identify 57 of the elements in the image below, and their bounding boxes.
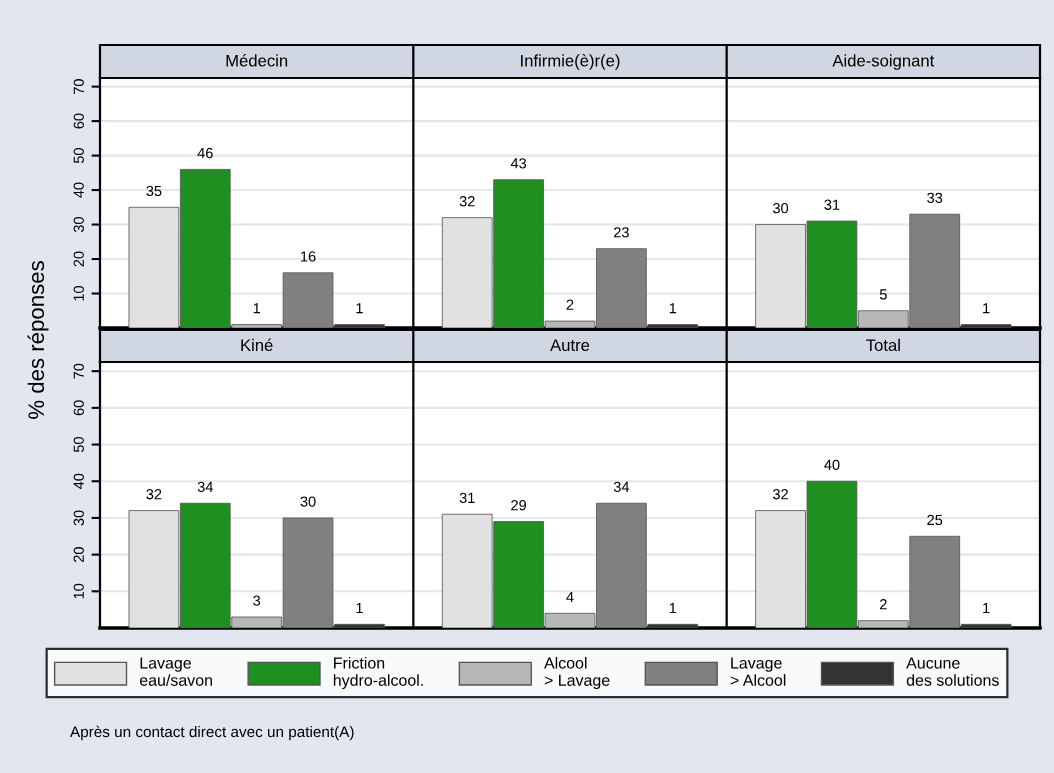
y-tick-label: 70 — [73, 79, 84, 94]
x-tick-label: Médecin — [226, 54, 288, 67]
data-label: 3 — [253, 595, 261, 606]
y-tick-label: 30 — [73, 510, 84, 526]
y-tick-label: 60 — [73, 400, 84, 416]
data-label: 30 — [773, 203, 789, 214]
legend-label: Alcool > Lavage — [544, 656, 610, 690]
y-tick-label: 70 — [73, 363, 84, 379]
data-label: 1 — [356, 602, 363, 613]
data-label: 1 — [983, 602, 990, 613]
data-label: 34 — [197, 481, 213, 493]
data-label: 29 — [511, 500, 527, 511]
y-tick-label: 20 — [73, 547, 84, 562]
x-tick-label: Total — [866, 338, 900, 352]
data-label: 32 — [146, 489, 162, 500]
data-label: 16 — [301, 251, 316, 262]
y-tick-label: 40 — [73, 473, 84, 490]
data-label: 1 — [669, 303, 677, 314]
data-label: 46 — [197, 147, 213, 159]
x-tick-label: Infirmie(è)r(e) — [521, 54, 620, 70]
data-label: 31 — [824, 199, 840, 210]
data-label: 30 — [300, 496, 316, 507]
legend-label: Aucune des solutions — [906, 657, 999, 686]
y-tick-label: 50 — [73, 437, 84, 453]
data-label: 4 — [566, 591, 574, 602]
data-label: 5 — [879, 289, 887, 300]
y-tick-label: 40 — [73, 182, 84, 198]
x-tick-label: Aide-soignant — [832, 54, 935, 70]
data-label: 1 — [983, 303, 990, 314]
data-label: 32 — [773, 489, 788, 500]
data-label: 32 — [459, 196, 475, 207]
data-label: 2 — [880, 599, 887, 610]
y-tick-label: 10 — [73, 285, 84, 301]
y-tick-label: 60 — [73, 113, 84, 129]
x-tick-label: Kiné — [241, 338, 273, 352]
y-tick-label: 50 — [73, 148, 84, 164]
data-label: 23 — [614, 227, 629, 238]
y-axis-title: % des réponses — [27, 261, 49, 419]
data-label: 31 — [459, 492, 475, 504]
data-label: 33 — [927, 192, 943, 203]
legend-label: Lavage > Alcool — [730, 657, 786, 686]
data-label: 35 — [146, 185, 162, 197]
y-tick-label: 10 — [73, 583, 84, 599]
data-label: 2 — [566, 299, 574, 310]
data-label: 1 — [669, 602, 677, 613]
legend-label: Lavage eau/savon — [139, 657, 212, 686]
data-label: 34 — [613, 481, 630, 493]
data-label: 43 — [510, 158, 527, 169]
text: Après un contact direct avec un patient(A) — [70, 725, 354, 741]
data-label: 1 — [253, 303, 261, 314]
data-label: 40 — [824, 459, 840, 471]
legend-label: Friction hydro-alcool. — [333, 656, 423, 690]
data-label: 25 — [927, 514, 943, 526]
y-tick-label: 30 — [73, 217, 84, 233]
x-tick-label: Autre — [550, 339, 590, 352]
data-label: 1 — [356, 303, 363, 314]
y-tick-label: 20 — [73, 251, 84, 267]
